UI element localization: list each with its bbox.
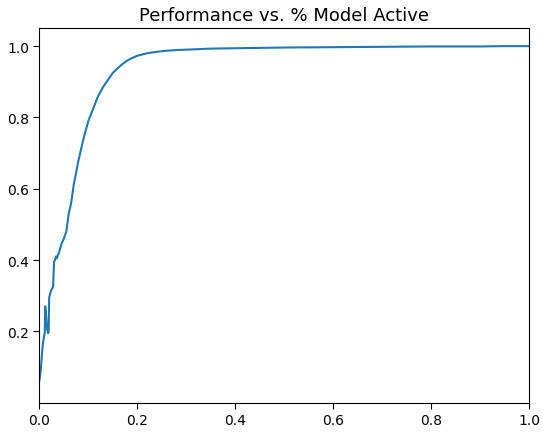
Title: Performance vs. % Model Active: Performance vs. % Model Active xyxy=(139,7,429,25)
